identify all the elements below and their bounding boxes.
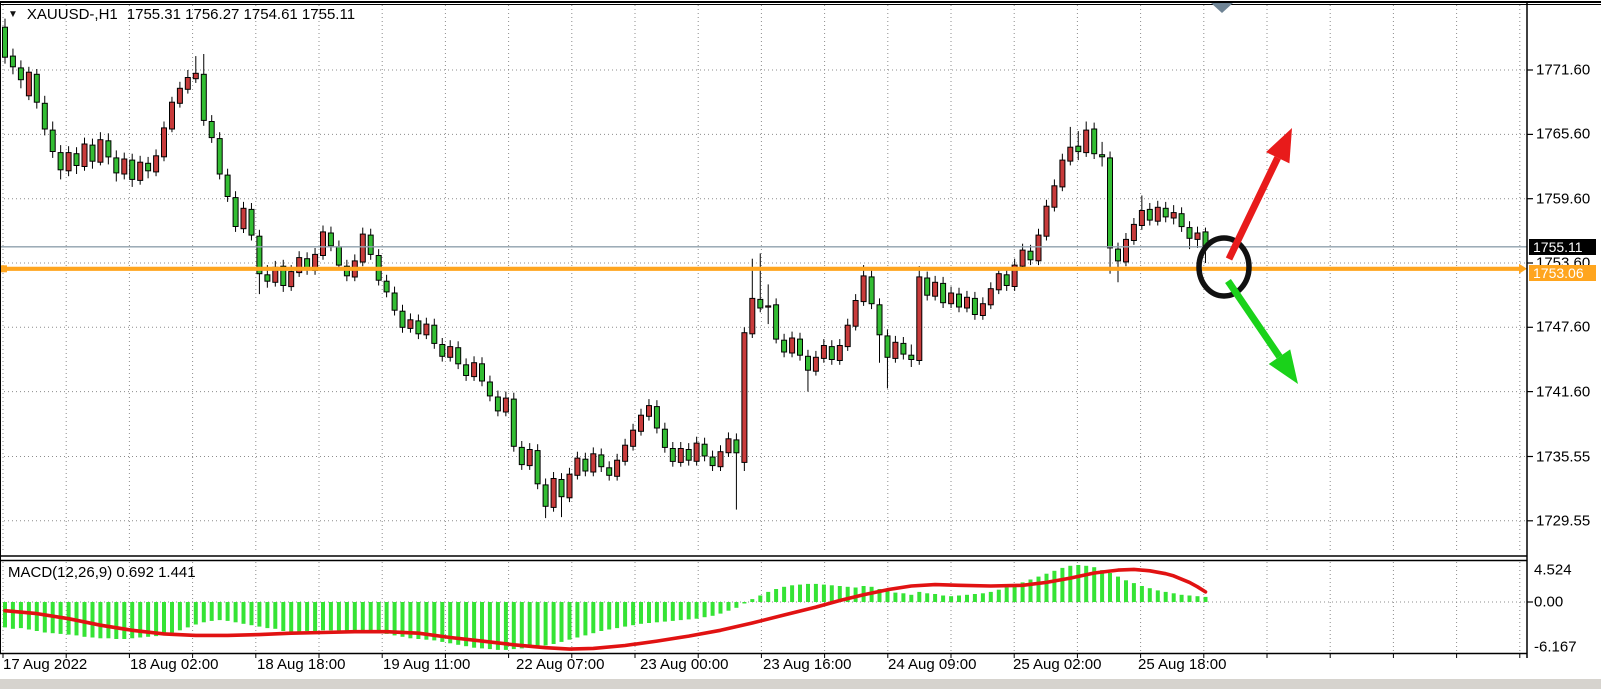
bid-price-badge: 1755.11: [1529, 239, 1596, 255]
time-axis-label: 25 Aug 02:00: [1013, 656, 1102, 673]
ohlc-readout: 1755.31 1756.27 1754.61 1755.11: [126, 6, 356, 23]
symbol-dropdown-icon[interactable]: ▼: [8, 8, 18, 20]
time-axis-label: 17 Aug 2022: [3, 656, 88, 673]
macd-axis-label: 4.524: [1534, 561, 1572, 579]
macd-indicator-label: MACD(12,26,9) 0.692 1.441: [8, 564, 196, 581]
price-axis-label: 1759.60: [1536, 190, 1591, 208]
macd-signal-line: [3, 567, 1208, 651]
symbol-period-label: XAUUSD-,H1: [26, 6, 118, 23]
price-axis-label: 1765.60: [1536, 125, 1591, 143]
orange-line-price-badge: 1753.06: [1529, 265, 1596, 281]
price-axis-label: 1771.60: [1536, 61, 1591, 79]
time-axis-label: 19 Aug 11:00: [383, 656, 471, 673]
bearish-arrow-annotation[interactable]: [1225, 279, 1298, 384]
price-axis-label: 1735.55: [1536, 448, 1591, 465]
time-axis-label: 24 Aug 09:00: [888, 656, 977, 673]
price-axis-label: 1729.55: [1536, 512, 1591, 530]
time-axis-label: 22 Aug 07:00: [516, 656, 605, 673]
time-axis-label: 23 Aug 16:00: [763, 656, 852, 673]
bottom-scroll-strip[interactable]: [0, 679, 1601, 689]
price-axis-label: 1747.60: [1536, 318, 1591, 336]
chart-shift-marker-icon[interactable]: [1211, 3, 1233, 13]
time-axis-label: 18 Aug 18:00: [257, 656, 346, 673]
orange-hline-object[interactable]: [0, 263, 1527, 274]
time-axis-label: 18 Aug 02:00: [130, 656, 219, 673]
time-axis-label: 25 Aug 18:00: [1138, 656, 1227, 673]
bullish-arrow-annotation[interactable]: [1225, 128, 1292, 261]
price-axis-label: 1741.60: [1536, 383, 1591, 401]
time-axis-label: 23 Aug 00:00: [640, 656, 729, 673]
chart-title: ▼ XAUUSD-,H1 1755.31 1756.27 1754.61 175…: [8, 6, 355, 23]
annotation-circle[interactable]: [1196, 235, 1252, 299]
candles: [2, 18, 1209, 519]
macd-axis-label: -6.167: [1534, 638, 1577, 656]
macd-axis-label: 0.00: [1534, 593, 1564, 611]
